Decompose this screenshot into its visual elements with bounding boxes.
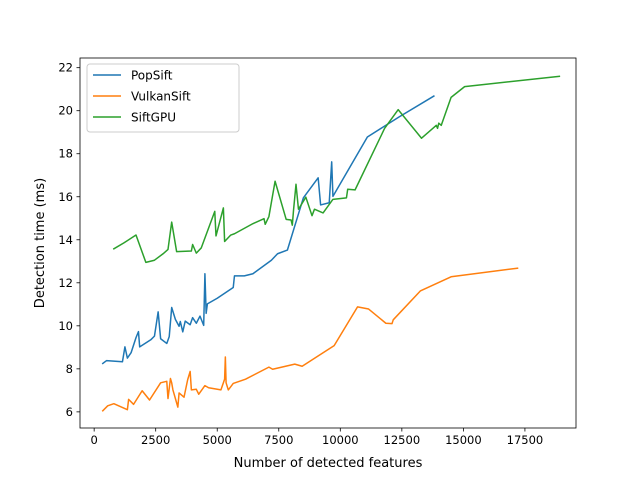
y-tick-label: 22: [58, 61, 73, 75]
x-tick-label: 12500: [384, 433, 421, 447]
series-line-popsift: [101, 95, 435, 365]
y-tick-label: 10: [58, 319, 73, 333]
legend-label-vulkansift: VulkanSift: [131, 90, 191, 104]
series-line-siftgpu: [112, 75, 561, 264]
y-axis-ticks: 6 8 10 12 14 16 18 20 22: [58, 61, 80, 419]
plot-area-frame: [79, 57, 577, 429]
y-tick-label: 20: [58, 104, 73, 118]
y-tick-label: 6: [66, 405, 73, 419]
x-axis-ticks: 0 2500 5000 7500 10000 12500 15000 17500: [90, 428, 543, 447]
x-axis-label: Number of detected features: [234, 456, 423, 471]
legend-label-popsift: PopSift: [131, 69, 173, 83]
y-tick-label: 12: [58, 276, 73, 290]
x-tick-label: 10000: [322, 433, 359, 447]
x-tick-label: 2500: [141, 433, 170, 447]
y-axis-label: Detection time (ms): [33, 178, 48, 308]
y-tick-label: 16: [58, 190, 73, 204]
x-tick-label: 17500: [507, 433, 544, 447]
x-tick-label: 5000: [203, 433, 232, 447]
x-tick-label: 7500: [264, 433, 293, 447]
y-tick-label: 8: [66, 362, 73, 376]
x-tick-label: 0: [90, 433, 97, 447]
legend-box: [86, 63, 240, 133]
legend: PopSift VulkanSift SiftGPU: [86, 63, 240, 133]
y-tick-label: 14: [58, 233, 73, 247]
legend-label-siftgpu: SiftGPU: [131, 111, 176, 125]
x-tick-label: 15000: [445, 433, 482, 447]
series-lines: [101, 75, 561, 412]
y-tick-label: 18: [58, 147, 73, 161]
series-line-vulkansift: [101, 267, 519, 412]
